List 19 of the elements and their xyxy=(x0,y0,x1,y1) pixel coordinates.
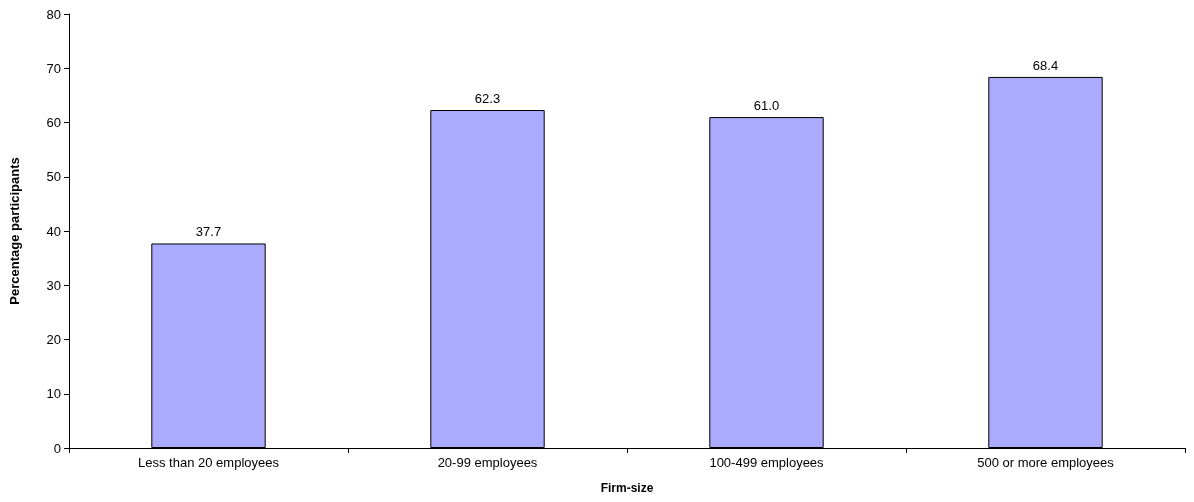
y-tick-label: 50 xyxy=(46,169,61,185)
y-tick-label: 30 xyxy=(46,277,61,293)
data-label: 61.0 xyxy=(753,98,780,114)
x-tick-label: 100-499 employees xyxy=(709,455,825,470)
y-tick-label: 60 xyxy=(46,115,61,130)
data-label: 68.4 xyxy=(1032,57,1059,73)
y-tick-label: 10 xyxy=(46,386,61,402)
y-tick-label: 20 xyxy=(46,332,61,347)
data-label: 37.7 xyxy=(195,224,222,240)
y-tick-label: 80 xyxy=(46,6,61,22)
y-tick-label: 40 xyxy=(46,223,61,239)
y-axis-title: Percentage participants xyxy=(7,157,22,305)
x-tick-label: Less than 20 employees xyxy=(138,455,280,470)
x-tick-label: 500 or more employees xyxy=(977,455,1115,470)
y-tick-label: 0 xyxy=(53,440,61,456)
x-tick-label: 20-99 employees xyxy=(437,455,538,470)
data-label: 62.3 xyxy=(474,91,501,107)
x-axis-title: Firm-size xyxy=(600,481,654,495)
y-tick-label: 70 xyxy=(46,60,61,76)
